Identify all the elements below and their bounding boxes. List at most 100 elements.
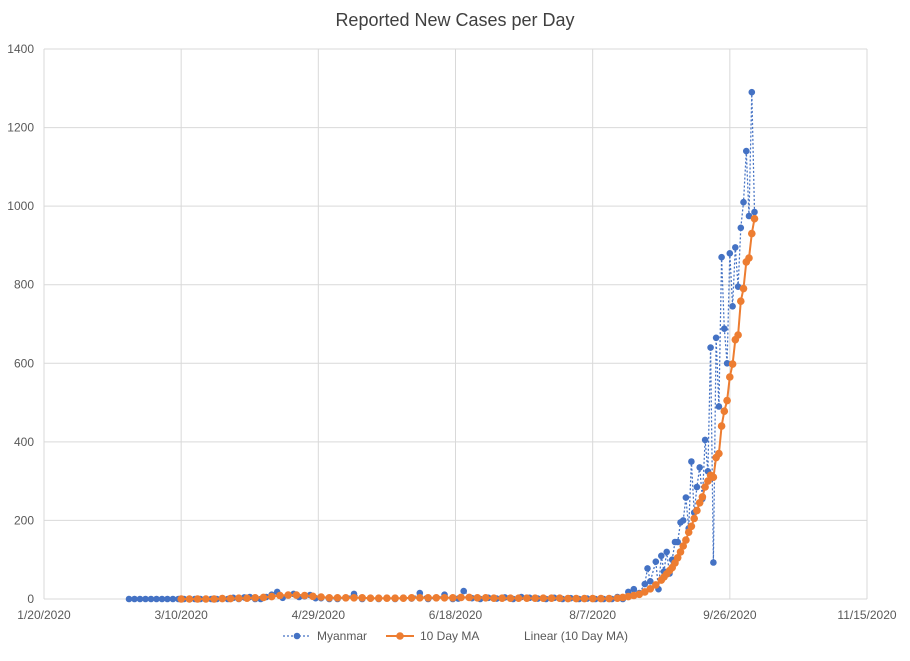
data-point-myanmar	[715, 403, 723, 410]
data-point-10-day-ma	[597, 594, 605, 603]
data-point-10-day-ma	[580, 594, 589, 603]
data-point-10-day-ma	[701, 483, 709, 491]
legend-label-10-day-ma: 10 Day MA	[420, 629, 479, 643]
data-point-myanmar	[679, 517, 687, 524]
data-point-myanmar	[630, 585, 638, 593]
series-layer	[125, 88, 759, 603]
data-point-10-day-ma	[424, 594, 432, 602]
data-point-10-day-ma	[259, 593, 268, 602]
chart-title: Reported New Cases per Day	[335, 10, 575, 30]
data-point-10-day-ma	[350, 594, 358, 602]
data-point-10-day-ma	[481, 594, 490, 602]
data-point-10-day-ma	[490, 594, 498, 602]
data-point-10-day-ma	[547, 594, 556, 602]
data-point-10-day-ma	[750, 214, 759, 223]
data-point-10-day-ma	[185, 595, 194, 603]
data-point-10-day-ma	[465, 593, 474, 602]
series-line-myanmar	[129, 91, 756, 600]
y-tick-label: 600	[14, 356, 34, 370]
data-point-10-day-ma	[235, 594, 243, 602]
data-point-myanmar	[164, 595, 171, 603]
data-point-10-day-ma	[709, 473, 718, 482]
data-point-myanmar	[732, 244, 739, 251]
legend-label-linear-10-day-ma: Linear (10 Day MA)	[524, 629, 628, 643]
data-point-myanmar	[158, 595, 166, 603]
data-point-10-day-ma	[717, 422, 726, 430]
x-tick-label: 8/7/2020	[569, 608, 616, 622]
y-tick-label: 1000	[7, 199, 34, 213]
data-point-myanmar	[136, 595, 144, 603]
axes: 1/20/2020 3/10/2020 4/29/2020 6/18/2020 8/7/…	[7, 42, 897, 622]
data-point-myanmar	[169, 595, 177, 603]
data-point-10-day-ma	[676, 548, 685, 556]
data-point-10-day-ma	[226, 594, 235, 603]
series-line-10-day-ma	[181, 218, 756, 600]
data-point-10-day-ma	[539, 594, 548, 602]
data-point-10-day-ma	[728, 360, 737, 368]
x-tick-label: 3/10/2020	[154, 608, 208, 622]
x-tick-label: 1/20/2020	[17, 608, 71, 622]
data-point-10-day-ma	[342, 594, 350, 602]
data-point-10-day-ma	[514, 594, 523, 602]
data-point-myanmar	[142, 595, 149, 603]
data-point-myanmar	[696, 464, 703, 471]
y-tick-label: 200	[14, 513, 34, 527]
data-point-myanmar	[131, 595, 138, 603]
data-point-10-day-ma	[284, 591, 293, 599]
data-point-myanmar	[644, 565, 651, 572]
data-point-10-day-ma	[317, 593, 325, 601]
data-point-10-day-ma	[251, 594, 259, 602]
data-point-10-day-ma	[687, 522, 696, 531]
data-point-10-day-ma	[325, 594, 334, 602]
data-point-10-day-ma	[646, 585, 655, 593]
data-point-10-day-ma	[682, 536, 690, 544]
legend-marker-myanmar	[293, 632, 301, 640]
data-point-10-day-ma	[309, 592, 317, 601]
data-point-10-day-ma	[202, 595, 210, 603]
y-tick-label: 0	[27, 592, 34, 606]
data-point-10-day-ma	[739, 284, 748, 293]
data-point-10-day-ma	[457, 593, 465, 602]
data-point-10-day-ma	[218, 594, 227, 603]
data-point-10-day-ma	[358, 594, 367, 602]
data-point-myanmar	[737, 224, 745, 232]
data-point-myanmar	[153, 595, 160, 603]
data-point-myanmar	[748, 88, 756, 96]
data-point-10-day-ma	[715, 449, 723, 458]
data-point-10-day-ma	[588, 594, 597, 603]
data-point-10-day-ma	[333, 594, 342, 602]
data-point-10-day-ma	[572, 594, 580, 603]
y-tick-label: 400	[14, 435, 34, 449]
data-point-myanmar	[745, 212, 753, 220]
data-point-myanmar	[718, 253, 725, 261]
data-point-10-day-ma	[734, 331, 742, 339]
data-point-myanmar	[682, 494, 690, 501]
data-point-10-day-ma	[267, 592, 276, 601]
data-point-myanmar	[721, 325, 728, 333]
data-point-myanmar	[460, 587, 468, 595]
data-point-myanmar	[726, 250, 734, 257]
data-point-myanmar	[743, 147, 750, 155]
legend: Myanmar 10 Day MA Linear (10 Day MA)	[283, 629, 628, 643]
y-tick-label: 800	[14, 278, 34, 292]
data-point-myanmar	[652, 558, 660, 565]
data-point-10-day-ma	[690, 514, 698, 523]
data-point-myanmar	[647, 578, 654, 585]
data-point-10-day-ma	[698, 493, 707, 501]
data-point-10-day-ma	[506, 594, 515, 602]
x-tick-label: 11/15/2020	[837, 608, 896, 622]
series-10-day-ma	[177, 214, 759, 603]
data-point-myanmar	[147, 595, 155, 603]
data-point-myanmar	[710, 559, 717, 566]
data-point-10-day-ma	[193, 595, 202, 603]
data-point-10-day-ma	[737, 297, 745, 306]
data-point-10-day-ma	[440, 594, 449, 602]
gridlines	[43, 48, 868, 600]
data-point-10-day-ma	[704, 477, 712, 485]
data-point-myanmar	[663, 548, 670, 556]
data-point-10-day-ma	[300, 591, 309, 600]
data-point-10-day-ma	[673, 554, 682, 562]
data-point-10-day-ma	[684, 528, 693, 536]
data-point-10-day-ma	[210, 595, 218, 603]
data-point-10-day-ma	[720, 407, 729, 416]
